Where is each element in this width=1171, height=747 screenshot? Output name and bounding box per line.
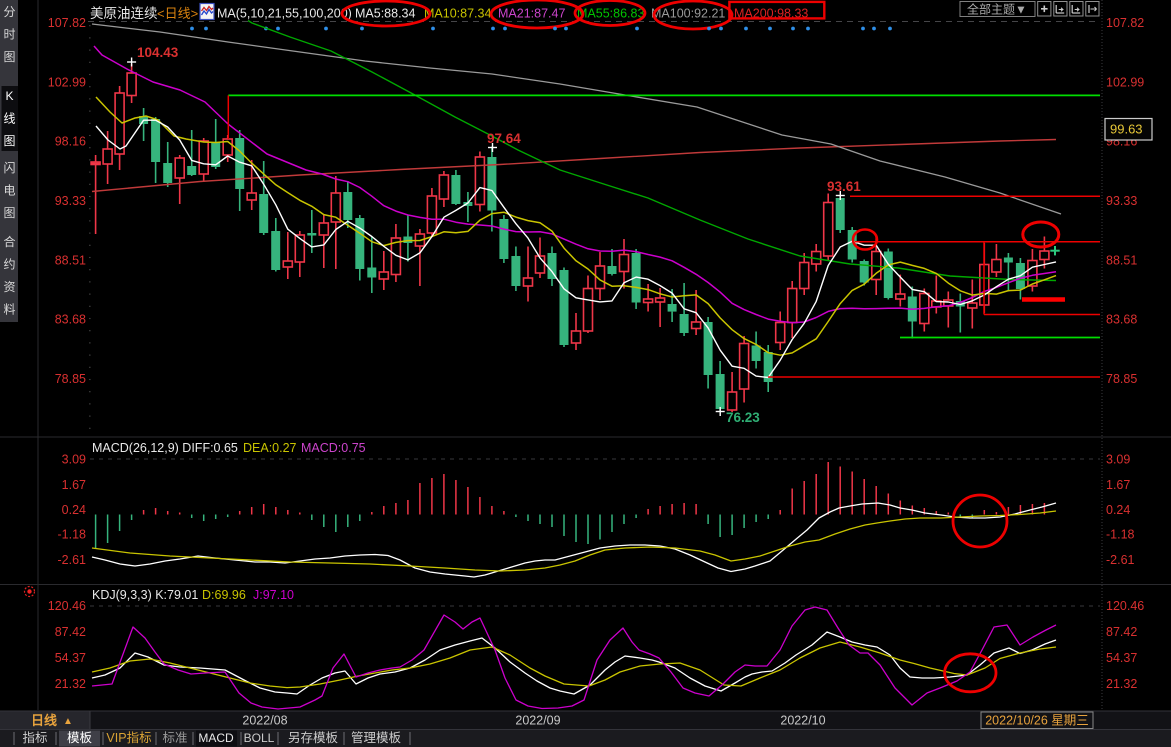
- svg-text:2022/10: 2022/10: [780, 714, 825, 728]
- svg-text:93.61: 93.61: [827, 179, 861, 194]
- svg-text:3.09: 3.09: [1106, 453, 1130, 467]
- svg-text:图: 图: [3, 50, 15, 64]
- svg-text:-1.18: -1.18: [58, 528, 87, 542]
- svg-text:2022/08: 2022/08: [242, 714, 287, 728]
- svg-text:▲: ▲: [63, 716, 73, 727]
- svg-text:标准: 标准: [162, 731, 187, 745]
- svg-text:88.51: 88.51: [1106, 253, 1137, 267]
- svg-text:资: 资: [3, 280, 15, 294]
- svg-text:1.67: 1.67: [62, 478, 86, 492]
- svg-text:97.64: 97.64: [487, 131, 521, 146]
- svg-text:0.24: 0.24: [62, 503, 86, 517]
- svg-text:管理模板: 管理模板: [351, 730, 402, 745]
- svg-text:0.24: 0.24: [1106, 503, 1130, 517]
- svg-text:料: 料: [3, 303, 15, 317]
- svg-text:MA21:87.47: MA21:87.47: [498, 7, 565, 21]
- svg-text:83.68: 83.68: [1106, 313, 1137, 327]
- svg-text:图: 图: [3, 134, 15, 148]
- svg-text:MACD:0.75: MACD:0.75: [301, 441, 366, 455]
- svg-text:全部主题▼: 全部主题▼: [967, 2, 1027, 17]
- svg-text:2022/09: 2022/09: [515, 714, 560, 728]
- svg-text:合: 合: [3, 234, 15, 249]
- svg-text:MA(5,10,21,55,100,200): MA(5,10,21,55,100,200): [217, 7, 352, 21]
- svg-text:KDJ(9,3,3) K:79.01: KDJ(9,3,3) K:79.01: [92, 588, 198, 602]
- svg-text:107.82: 107.82: [1106, 16, 1144, 30]
- svg-text:107.82: 107.82: [48, 16, 86, 30]
- svg-text:54.37: 54.37: [1106, 651, 1137, 665]
- svg-text:MACD(26,12,9) DIFF:0.65: MACD(26,12,9) DIFF:0.65: [92, 441, 238, 455]
- svg-text:1.67: 1.67: [1106, 478, 1130, 492]
- svg-text:-2.61: -2.61: [1106, 553, 1135, 567]
- svg-text:87.42: 87.42: [55, 625, 86, 639]
- svg-text:-1.18: -1.18: [1106, 528, 1135, 542]
- svg-text:102.99: 102.99: [1106, 75, 1144, 89]
- svg-text:分: 分: [3, 5, 15, 19]
- svg-text:-2.61: -2.61: [58, 553, 87, 567]
- svg-text:约: 约: [3, 257, 15, 272]
- svg-text:93.33: 93.33: [1106, 194, 1137, 208]
- svg-text:54.37: 54.37: [55, 651, 86, 665]
- svg-text:102.99: 102.99: [48, 75, 86, 89]
- svg-text:78.85: 78.85: [55, 372, 86, 386]
- svg-text:DEA:0.27: DEA:0.27: [243, 441, 297, 455]
- svg-text:闪: 闪: [3, 161, 15, 175]
- svg-text:21.32: 21.32: [1106, 677, 1137, 691]
- svg-text:21.32: 21.32: [55, 677, 86, 691]
- svg-text:99.63: 99.63: [1110, 122, 1143, 137]
- svg-text:指标: 指标: [22, 730, 47, 745]
- svg-text:MACD: MACD: [198, 731, 234, 745]
- svg-text:MA10:87.34: MA10:87.34: [424, 7, 491, 21]
- svg-text:D:69.96: D:69.96: [202, 588, 246, 602]
- svg-text:日线: 日线: [31, 713, 57, 728]
- svg-text:MA55:86.83: MA55:86.83: [577, 7, 644, 21]
- svg-text:MA5:88.34: MA5:88.34: [355, 7, 416, 21]
- svg-text:BOLL: BOLL: [244, 731, 275, 745]
- svg-text:104.43: 104.43: [137, 45, 179, 60]
- svg-text:美原油连续: 美原油连续: [90, 6, 158, 21]
- svg-text:87.42: 87.42: [1106, 625, 1137, 639]
- svg-text:120.46: 120.46: [1106, 599, 1144, 613]
- svg-text:时: 时: [3, 28, 15, 42]
- svg-text:J:97.10: J:97.10: [253, 588, 294, 602]
- svg-text:模板: 模板: [67, 731, 93, 745]
- svg-text:120.46: 120.46: [48, 599, 86, 613]
- svg-text:76.23: 76.23: [726, 410, 760, 425]
- svg-text:VIP指标: VIP指标: [106, 730, 151, 745]
- svg-text:88.51: 88.51: [55, 253, 86, 267]
- svg-text:78.85: 78.85: [1106, 372, 1137, 386]
- svg-text:图: 图: [3, 206, 15, 220]
- svg-text:3.09: 3.09: [62, 453, 86, 467]
- svg-text:2022/10/26 星期三: 2022/10/26 星期三: [985, 714, 1089, 728]
- svg-text:线: 线: [3, 112, 15, 126]
- svg-text:MA200:98.33: MA200:98.33: [734, 7, 808, 21]
- svg-text:K: K: [5, 89, 13, 103]
- svg-text:电: 电: [3, 184, 15, 198]
- svg-text:93.33: 93.33: [55, 194, 86, 208]
- svg-text:另存模板: 另存模板: [288, 731, 339, 745]
- svg-text:98.16: 98.16: [55, 135, 86, 149]
- svg-text:MA100:92.21: MA100:92.21: [651, 7, 725, 21]
- svg-text:<日线>: <日线>: [157, 6, 198, 21]
- svg-text:83.68: 83.68: [55, 313, 86, 327]
